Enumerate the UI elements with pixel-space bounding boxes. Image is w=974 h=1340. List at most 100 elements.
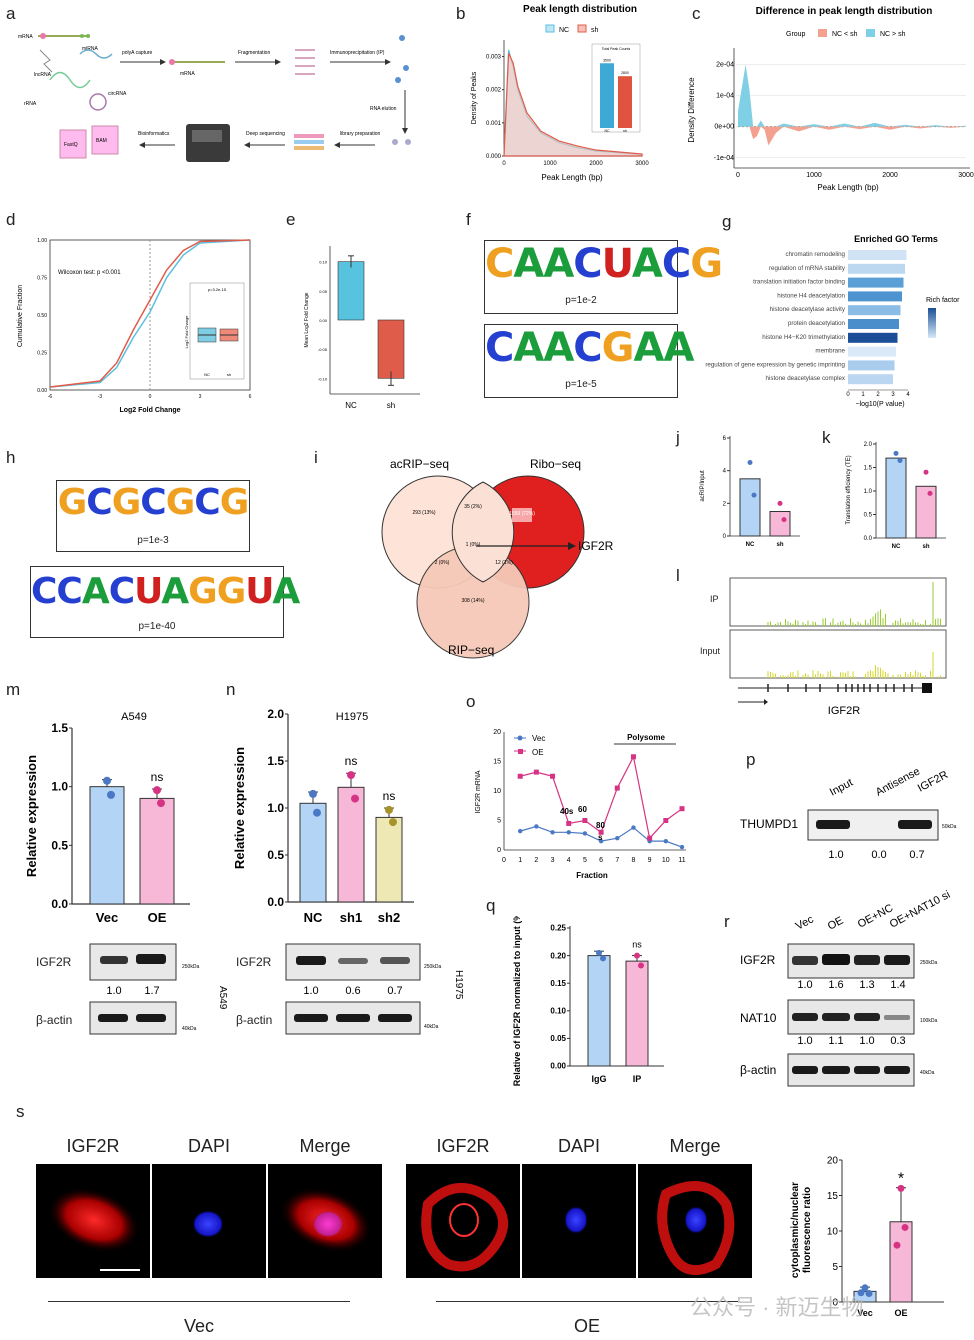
y-tick-label: -0.10 xyxy=(318,376,328,381)
motif-logo-2: CAACGAA xyxy=(485,325,694,371)
panel-label-q: q xyxy=(486,896,496,915)
chart-title: H1975 xyxy=(336,711,368,723)
y-tick-label: 0.25 xyxy=(37,351,47,357)
y-tick-label: 0.05 xyxy=(319,289,328,294)
legend-swatch-nc-greater-sh xyxy=(866,29,875,37)
panel-label-o: o xyxy=(466,692,476,711)
y-tick-label: 0.05 xyxy=(550,1034,566,1043)
go-term-bar xyxy=(848,250,907,260)
venn-diagram: acRIP−seq Ribo−seq 293 (13%) 35 (2%) 155… xyxy=(381,457,614,659)
y-tick-label: 0.5 xyxy=(267,848,284,862)
x-tick-label: 7 xyxy=(615,857,619,864)
x-tick-label: 3 xyxy=(551,857,555,864)
y-tick-label: 0.20 xyxy=(550,951,566,960)
go-term-label: translation initiation factor binding xyxy=(753,279,845,286)
bar-vec xyxy=(89,786,125,905)
wilcoxon-annotation: Wilcoxon test: p <0.001 xyxy=(58,270,121,276)
data-point xyxy=(347,771,355,780)
bam-file-icon xyxy=(91,125,119,155)
data-point xyxy=(901,1223,909,1231)
chart-title: A549 xyxy=(121,711,147,723)
y-tick-label: 0.5 xyxy=(51,838,68,852)
y-tick-label: 15 xyxy=(493,759,501,766)
y-tick-label: 0.00 xyxy=(37,388,47,394)
marker-250kda: 250kDa xyxy=(424,964,441,970)
data-point xyxy=(550,830,555,835)
cumulative-fraction-chart: 0.00 0.25 0.50 0.75 1.00 -6 -3 0 3 6 Cumulative F… xyxy=(17,238,252,414)
data-point xyxy=(781,517,787,523)
data-point xyxy=(566,830,571,835)
label-circrna: circRNA xyxy=(108,91,127,97)
data-point xyxy=(897,1184,905,1192)
panel-label-c: c xyxy=(692,4,701,23)
cdf-line-nc xyxy=(49,239,251,388)
y-axis-label: Mean Log2 Fold Change xyxy=(304,292,310,347)
go-term-label: protein deacetylation xyxy=(788,320,846,327)
data-point xyxy=(614,785,620,791)
bar-nc xyxy=(337,261,365,321)
x-tick-label: 3000 xyxy=(635,161,649,167)
x-tick-label: 8 xyxy=(632,857,636,864)
motif-box-1: CAACUACG p=1e-2 xyxy=(484,240,723,314)
significance-label: ns xyxy=(345,754,358,768)
data-point xyxy=(923,469,929,475)
track-label-ip: IP xyxy=(710,594,719,604)
go-term-label: histone deacetylase complex xyxy=(766,375,846,382)
legend-label-oe: OE xyxy=(532,748,544,757)
rip-qpcr-bar-chart: 0.00 0.05 0.10 0.15 0.20 0.25 IgG IP ns Relative… xyxy=(512,916,664,1086)
x-tick-label: 5 xyxy=(583,857,587,864)
x-tick-label: sh1 xyxy=(340,910,362,925)
inset-title: Total Peak Counts xyxy=(602,47,631,51)
blot-cell-line: A549 xyxy=(217,986,228,1010)
panel-label-p: p xyxy=(746,750,756,769)
quant-nat10-oe-nat10si: 0.3 xyxy=(890,1035,905,1047)
y-tick-label: 1.5 xyxy=(267,754,284,768)
y-tick-label: 0.000 xyxy=(486,154,502,160)
inset-frame xyxy=(591,43,641,133)
group-label-oe: OE xyxy=(573,1316,600,1336)
data-point xyxy=(747,460,753,465)
bar-nc xyxy=(885,457,907,539)
panel-label-e: e xyxy=(286,210,296,229)
label-mirna: miRNA xyxy=(82,46,98,52)
y-tick-label: 0.00 xyxy=(319,318,328,323)
data-point xyxy=(582,818,588,823)
y-tick-label: 2 xyxy=(723,501,727,507)
label-fastq: FastQ xyxy=(64,142,78,148)
y-tick-label: 20 xyxy=(493,729,501,736)
y-tick-label: 0.00 xyxy=(550,1062,566,1071)
go-term-bar xyxy=(848,319,899,329)
blot-row-label-actin: β-actin xyxy=(236,1013,273,1027)
inset-pvalue: p=3.2e-15 xyxy=(208,287,227,292)
y-axis-label-line1: cytoplasmic/nuclear xyxy=(790,1182,801,1278)
y-tick-label: 0.50 xyxy=(37,313,47,319)
legend-label-vec: Vec xyxy=(532,734,545,743)
data-point xyxy=(566,820,572,826)
blot-row-label-actin: β-actin xyxy=(36,1013,73,1027)
polysome-annotation: Polysome xyxy=(627,733,665,742)
data-point xyxy=(927,490,933,496)
data-point xyxy=(157,799,165,808)
bar-sh xyxy=(915,485,937,539)
blot-quant-vec: 1.0 xyxy=(106,985,121,997)
image-header-dapi-vec: DAPI xyxy=(187,1136,230,1156)
y-tick-label: 0.10 xyxy=(319,260,328,265)
legend-label-sh: sh xyxy=(591,27,599,34)
x-tick-label: NC xyxy=(892,544,901,550)
go-term-label: regulation of mRNA stability xyxy=(769,265,846,272)
venn-label-rip: RIP−seq xyxy=(448,643,494,657)
lane-label-antisense: Antisense xyxy=(874,765,922,798)
x-tick-label: sh xyxy=(387,401,395,410)
blot-cell-line: H1975 xyxy=(453,970,464,1000)
y-tick-label: 0.75 xyxy=(37,276,47,282)
bar-sh xyxy=(769,511,791,537)
image-header-merge-vec: Merge xyxy=(299,1136,351,1156)
x-tick-label: 4 xyxy=(906,392,910,398)
y-tick-label: 1.0 xyxy=(267,801,284,815)
data-point xyxy=(857,1289,865,1297)
group-line-vec xyxy=(48,1301,350,1302)
go-term-bar xyxy=(848,291,902,302)
data-point xyxy=(103,776,111,785)
ip-track xyxy=(729,577,947,627)
label-deep-seq: Deep sequencing xyxy=(246,131,285,137)
